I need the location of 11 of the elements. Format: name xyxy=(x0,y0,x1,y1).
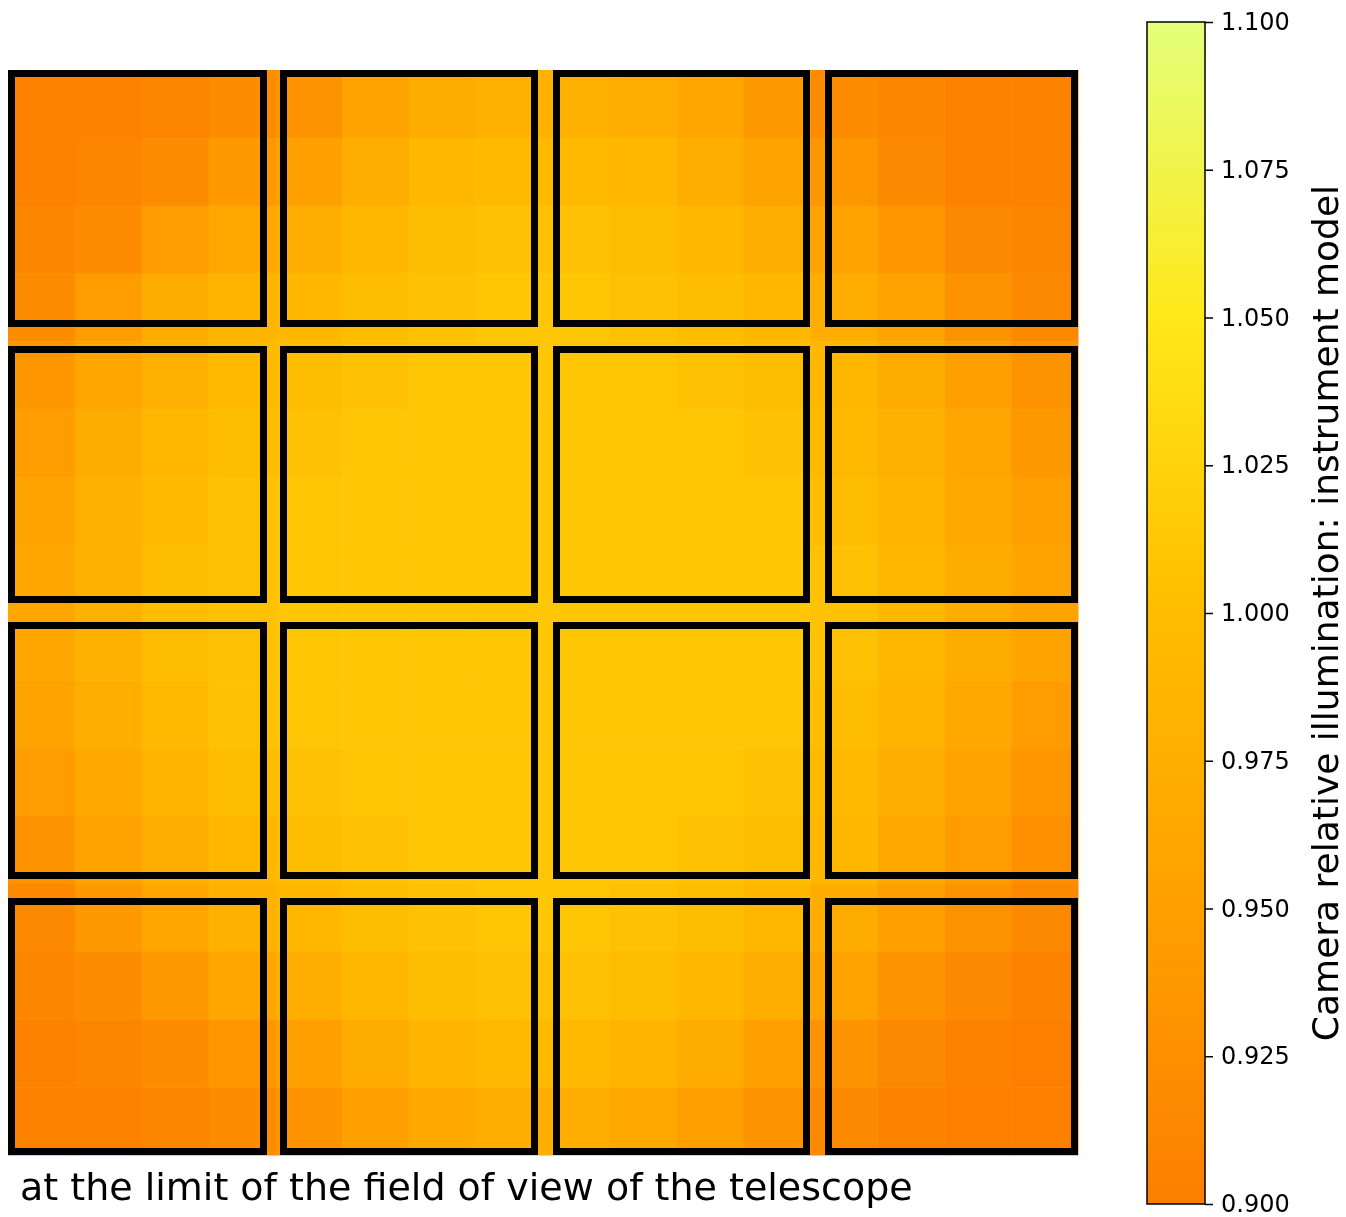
color-bar-label: 0.900 xyxy=(1221,1190,1290,1217)
color-bar-label: 1.025 xyxy=(1221,451,1290,480)
color-bar-label: 1.050 xyxy=(1221,303,1290,332)
text: at the limit of the field of view of the telescope xyxy=(20,1165,913,1209)
color-bar-label: 0.925 xyxy=(1221,1042,1290,1071)
color-bar-title: Camera relative illumination: instrument model xyxy=(1305,184,1346,1042)
color-bar-label: 0.975 xyxy=(1221,746,1290,775)
color-bar-label: 0.950 xyxy=(1221,894,1290,923)
color-bar-label: 1.075 xyxy=(1221,155,1290,184)
color-bar-label: 1.000 xyxy=(1221,599,1290,628)
color-bar-label: 1.100 xyxy=(1221,8,1290,37)
